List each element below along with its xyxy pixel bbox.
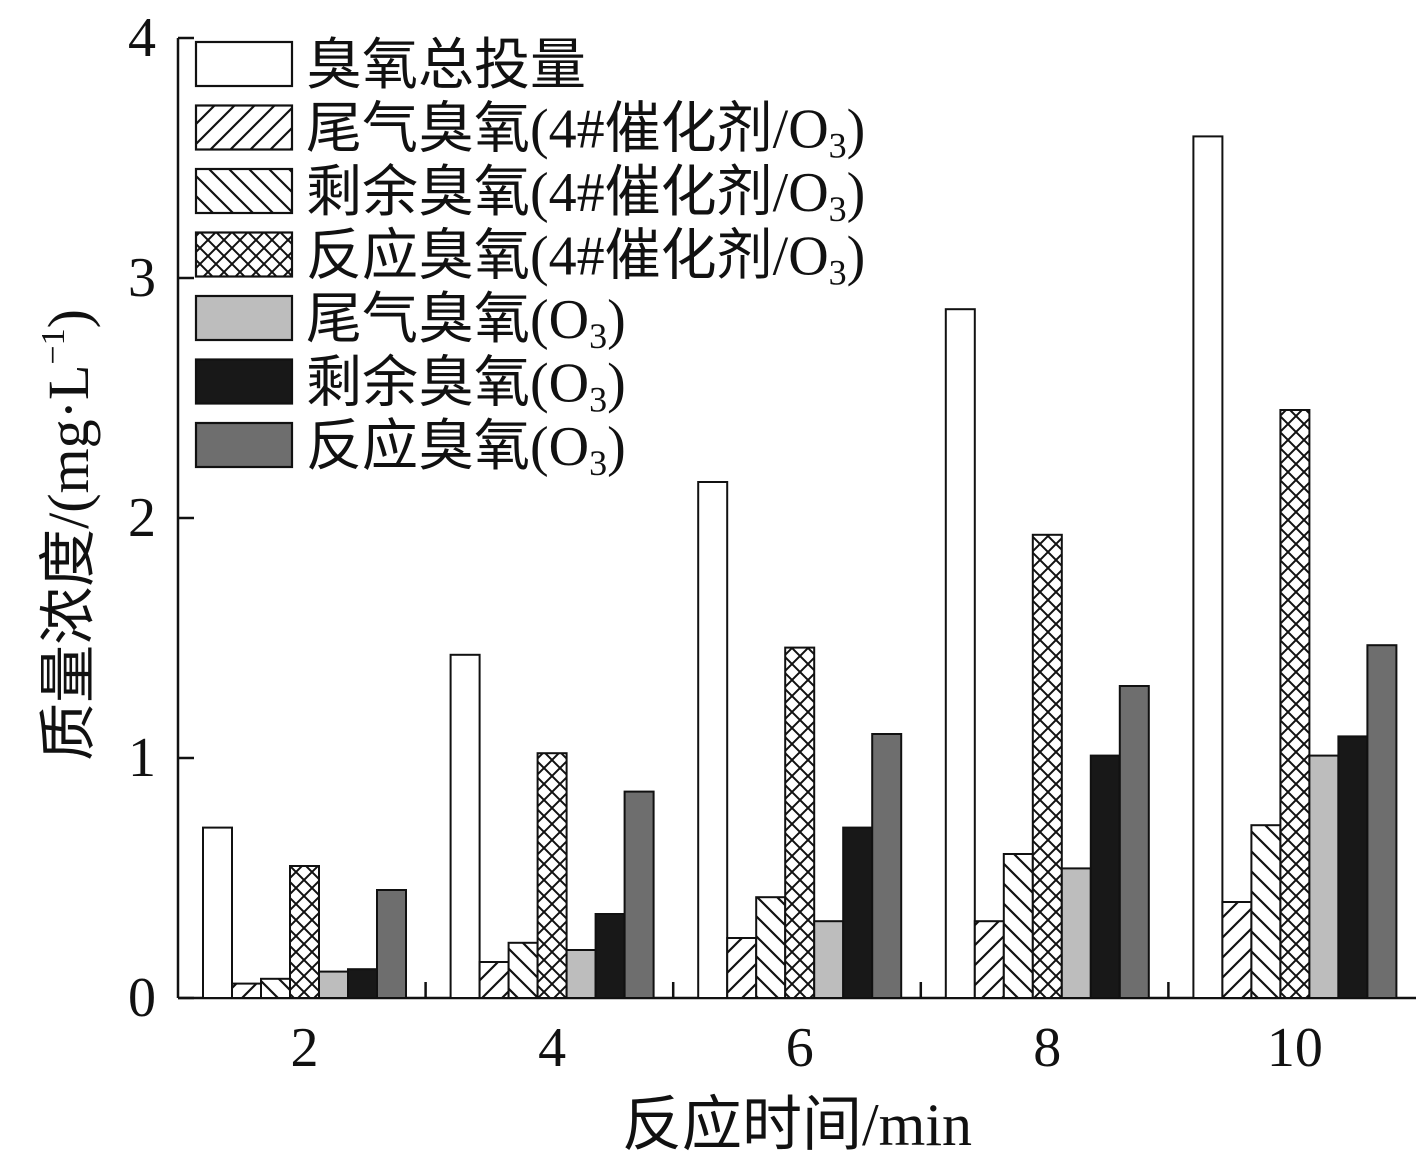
y-tick-label: 1 bbox=[128, 727, 156, 789]
legend-label-sub: 3 bbox=[589, 443, 607, 483]
legend-label-sub: 3 bbox=[829, 253, 847, 293]
bar bbox=[260, 977, 291, 999]
legend-label: 臭氧总投量 bbox=[306, 35, 586, 97]
bar bbox=[1031, 533, 1063, 999]
bar bbox=[449, 653, 481, 999]
bar bbox=[697, 481, 729, 999]
legend-label: 反应臭氧(4#催化剂/O3) bbox=[306, 226, 865, 293]
legend-label-main: 剩余臭氧(4#催化剂/O bbox=[306, 162, 829, 224]
bar bbox=[1279, 409, 1311, 999]
bar bbox=[944, 308, 976, 999]
bar bbox=[1366, 644, 1398, 999]
legend-label-main: 反应臭氧(4#催化剂/O bbox=[306, 226, 829, 288]
x-tick-label: 8 bbox=[1033, 1017, 1061, 1079]
bar bbox=[973, 920, 1005, 1000]
legend-label: 尾气臭氧(O3) bbox=[306, 289, 626, 356]
y-axis-label: 质量浓度/(mg·L−1) bbox=[35, 309, 101, 761]
legend-label-main: 剩余臭氧(O bbox=[306, 353, 589, 415]
legend-label-tail: ) bbox=[607, 353, 626, 415]
bar bbox=[1337, 735, 1369, 1000]
bar bbox=[1060, 867, 1092, 1000]
bar bbox=[536, 752, 568, 1000]
x-ticks: 2 4 6 8 10 bbox=[291, 982, 1323, 1079]
legend-swatch bbox=[194, 231, 294, 278]
legend-label-sub: 3 bbox=[589, 380, 607, 420]
legend-swatch bbox=[194, 40, 294, 88]
bar bbox=[1192, 135, 1224, 999]
bar bbox=[784, 646, 816, 999]
legend-swatch bbox=[194, 421, 294, 469]
bar bbox=[871, 733, 903, 999]
bar bbox=[842, 826, 874, 999]
legend-label: 反应臭氧(O3) bbox=[306, 416, 626, 483]
bar bbox=[1250, 824, 1282, 1000]
y-axis-label-close: ) bbox=[36, 309, 101, 328]
legend-label-tail: ) bbox=[847, 99, 866, 161]
y-ticks: 0 1 2 3 4 bbox=[128, 7, 194, 1029]
bar bbox=[623, 790, 655, 999]
legend-label-sub: 3 bbox=[829, 126, 847, 166]
bar bbox=[1089, 754, 1121, 999]
bars bbox=[202, 135, 1398, 1000]
bar bbox=[755, 896, 787, 1000]
legend-label-main: 尾气臭氧(4#催化剂/O bbox=[306, 99, 829, 161]
legend-label: 剩余臭氧(4#催化剂/O3) bbox=[306, 162, 865, 229]
bar bbox=[594, 913, 626, 999]
legend-label-main: 反应臭氧(O bbox=[306, 416, 589, 478]
legend-label: 剩余臭氧(O3) bbox=[306, 353, 626, 420]
x-tick-label: 2 bbox=[291, 1017, 319, 1079]
legend-label-tail: ) bbox=[607, 289, 626, 351]
bar bbox=[478, 961, 510, 999]
legend-label-tail: ) bbox=[847, 162, 866, 224]
y-tick-label: 0 bbox=[128, 967, 156, 1029]
bar bbox=[1118, 685, 1150, 999]
y-tick-label: 2 bbox=[128, 487, 156, 549]
y-tick-label: 4 bbox=[128, 7, 156, 69]
legend: 臭氧总投量尾气臭氧(4#催化剂/O3)剩余臭氧(4#催化剂/O3)反应臭氧(4#… bbox=[194, 35, 865, 483]
legend-label-main: 臭氧总投量 bbox=[306, 35, 586, 97]
legend-swatch bbox=[194, 104, 294, 151]
bar bbox=[1002, 853, 1034, 999]
legend-label-sub: 3 bbox=[829, 189, 847, 229]
legend-label-tail: ) bbox=[607, 416, 626, 478]
bar bbox=[813, 920, 845, 1000]
legend-label: 尾气臭氧(4#催化剂/O3) bbox=[306, 99, 865, 166]
bar bbox=[347, 968, 378, 1000]
legend-label-tail: ) bbox=[847, 226, 866, 288]
legend-label-main: 尾气臭氧(O bbox=[306, 289, 589, 351]
bar bbox=[1308, 754, 1340, 999]
x-tick-label: 4 bbox=[538, 1017, 566, 1079]
x-axis-label: 反应时间/min bbox=[622, 1092, 972, 1158]
bar bbox=[376, 889, 407, 999]
bar bbox=[318, 970, 349, 999]
y-axis-label-main: 质量浓度/(mg·L bbox=[36, 365, 101, 761]
y-axis-label-sup: −1 bbox=[35, 328, 72, 364]
x-tick-label: 6 bbox=[786, 1017, 814, 1079]
bar bbox=[565, 949, 597, 999]
bar bbox=[1221, 901, 1253, 999]
legend-swatch bbox=[194, 358, 294, 405]
bar bbox=[726, 937, 758, 999]
x-tick-label: 10 bbox=[1267, 1017, 1323, 1079]
bar bbox=[231, 982, 262, 999]
legend-label-sub: 3 bbox=[589, 316, 607, 356]
bar bbox=[289, 865, 320, 999]
legend-swatch bbox=[194, 167, 294, 215]
bar bbox=[202, 826, 233, 999]
bar bbox=[507, 941, 539, 999]
y-tick-label: 3 bbox=[128, 247, 156, 309]
legend-swatch bbox=[194, 294, 294, 342]
